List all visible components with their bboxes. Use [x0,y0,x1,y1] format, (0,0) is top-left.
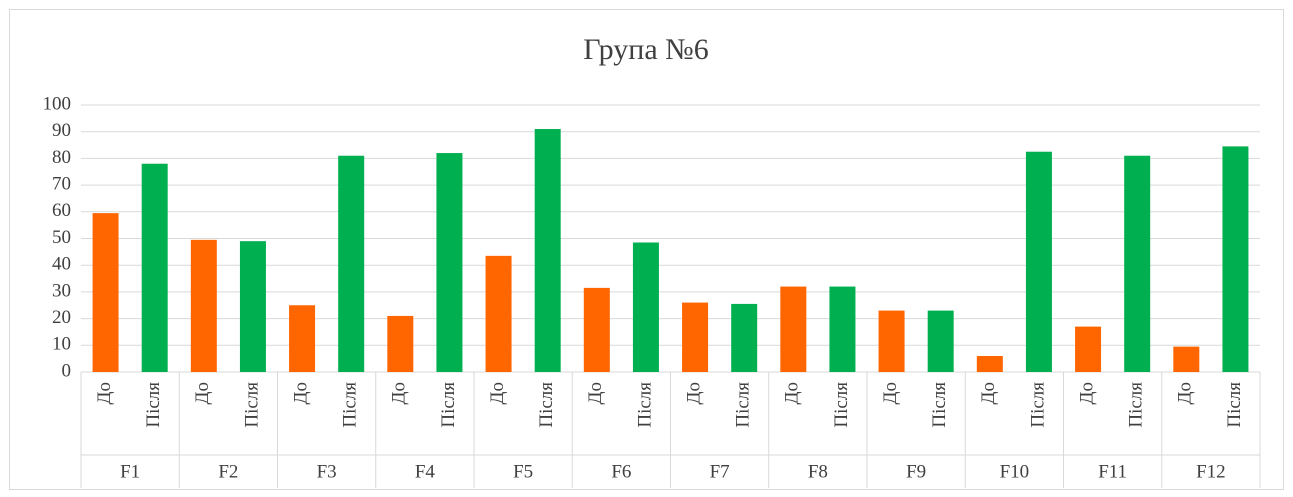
y-tick-label: 0 [62,360,72,381]
x-sub-label: До [389,382,410,404]
chart-title: Група №6 [583,33,709,66]
x-sub-label: Після [929,382,950,428]
y-tick-label: 70 [52,173,71,194]
y-tick-label: 100 [43,93,72,114]
bar [632,242,659,372]
x-sub-label: До [290,382,311,404]
x-group-label: F8 [808,461,828,482]
x-sub-label: До [192,382,213,404]
bar [1075,326,1102,372]
x-sub-label: Після [536,382,557,428]
bar [829,286,856,372]
x-group-label: F10 [1000,461,1030,482]
x-sub-label: Після [340,382,361,428]
y-tick-label: 20 [52,307,71,328]
x-group-label: F1 [120,461,140,482]
bar [338,155,365,372]
x-sub-label: Після [1224,382,1245,428]
bar [976,355,1003,372]
x-group-label: F3 [317,461,337,482]
x-sub-label: До [782,382,803,404]
x-sub-label: Після [438,382,459,428]
x-sub-label: До [1175,382,1196,404]
bar [682,302,709,372]
bar [239,241,266,372]
x-group-label: F2 [218,461,238,482]
x-sub-label: Після [1027,382,1048,428]
bar [387,315,414,372]
bar [141,163,168,372]
x-group-label: F7 [710,461,730,482]
bar [485,255,512,372]
y-tick-label: 60 [52,200,71,221]
x-sub-label: Після [143,382,164,428]
y-tick-label: 90 [52,120,71,141]
x-group-label: F5 [513,461,533,482]
x-sub-label: Після [1126,382,1147,428]
bar [1222,146,1249,372]
x-sub-label: Після [634,382,655,428]
bar [878,310,905,372]
x-group-label: F4 [415,461,436,482]
x-group-label: F11 [1098,461,1127,482]
bar [1025,151,1052,372]
y-tick-label: 50 [52,227,71,248]
bar [436,153,463,372]
bar [583,287,610,372]
x-sub-label: До [94,382,115,404]
x-sub-label: До [683,382,704,404]
x-sub-label: До [585,382,606,404]
bar [534,129,561,372]
x-sub-label: До [487,382,508,404]
y-tick-label: 80 [52,147,71,168]
x-sub-label: Після [733,382,754,428]
bar [92,213,119,372]
x-sub-label: Після [831,382,852,428]
y-tick-label: 30 [52,280,71,301]
x-sub-label: Після [241,382,262,428]
bar [190,239,217,372]
x-sub-label: До [978,382,999,404]
bar [780,286,807,372]
bar [289,305,316,372]
x-sub-label: До [880,382,901,404]
bar [927,310,954,372]
y-tick-label: 40 [52,254,71,275]
x-group-label: F12 [1196,461,1226,482]
x-group-label: F9 [906,461,926,482]
x-group-label: F6 [611,461,631,482]
x-sub-label: До [1076,382,1097,404]
bar [1173,346,1200,372]
bar [731,303,758,372]
y-tick-label: 10 [52,334,71,355]
bar [1124,155,1151,372]
